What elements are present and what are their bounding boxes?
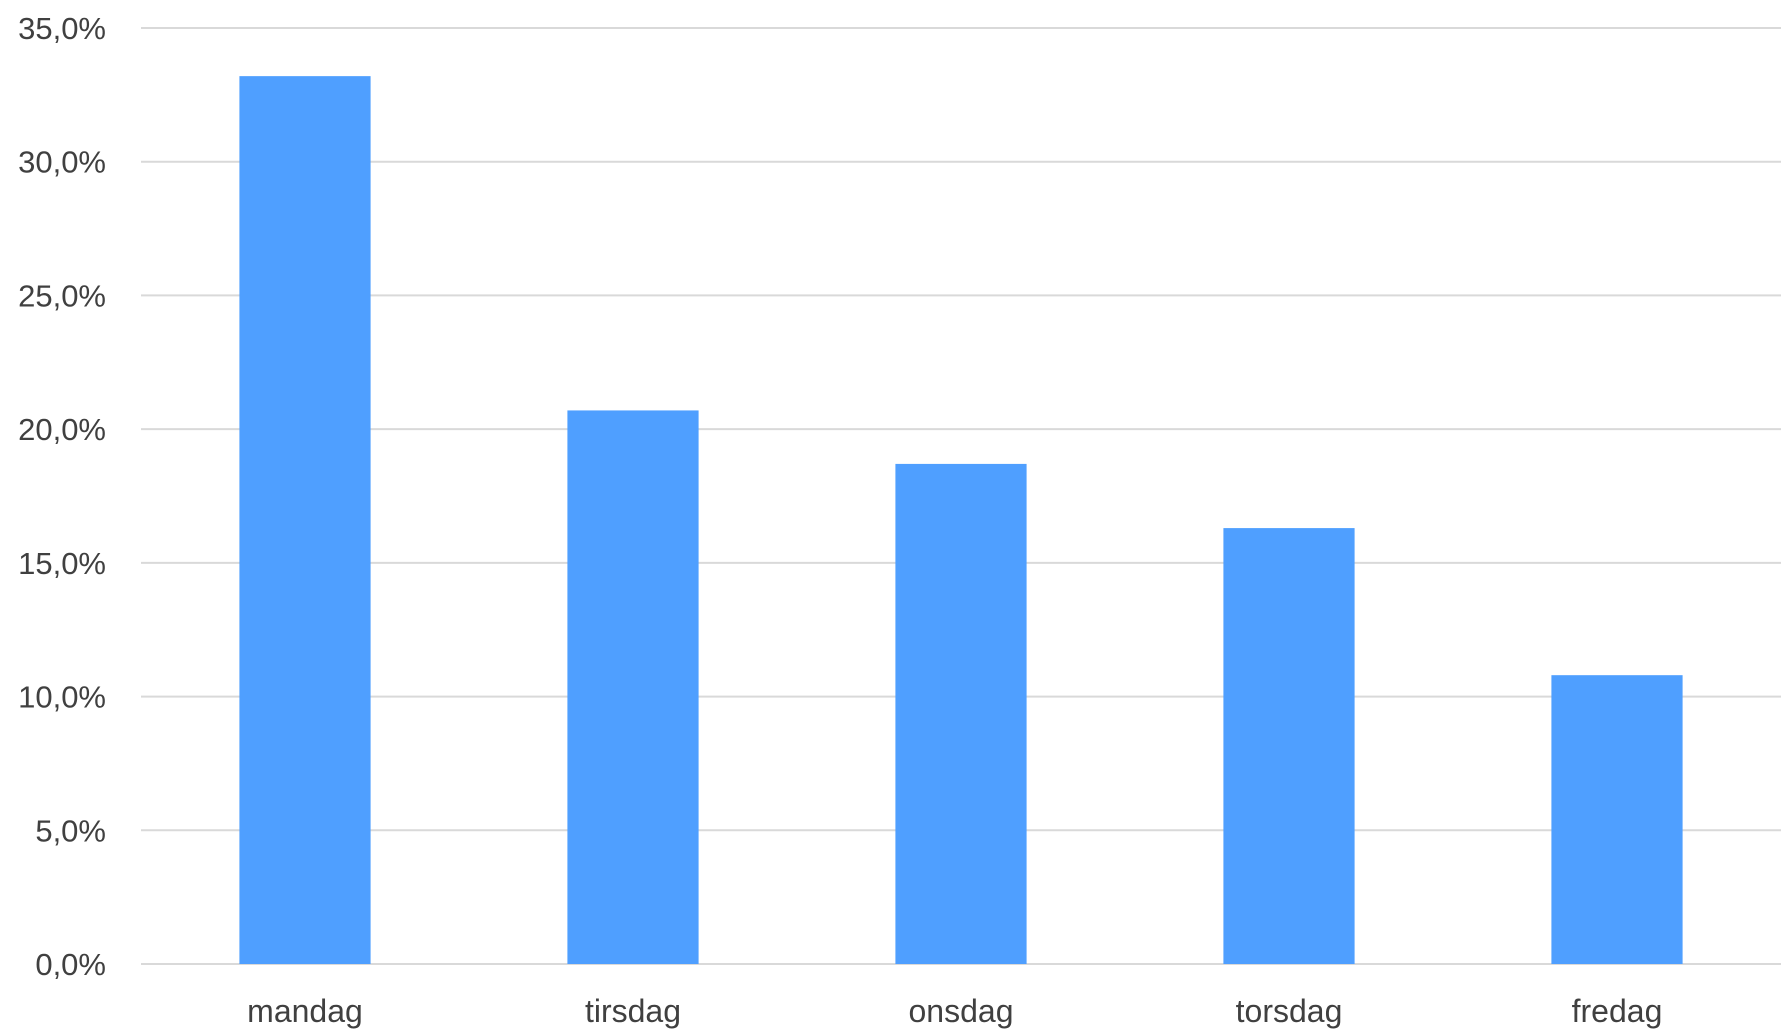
bar-fredag (1551, 675, 1683, 964)
bar-torsdag (1223, 528, 1355, 964)
y-axis-tick-labels: 0,0% 5,0% 10,0% 15,0% 20,0% 25,0% 30,0% 35,0% (18, 11, 106, 982)
bar-onsdag (895, 463, 1027, 964)
bar-mandag (239, 76, 371, 964)
y-tick-label: 0,0% (35, 947, 106, 982)
y-tick-label: 10,0% (18, 680, 106, 715)
x-tick-label-torsdag: torsdag (1236, 993, 1343, 1029)
x-tick-label-onsdag: onsdag (909, 993, 1014, 1029)
y-tick-label: 30,0% (18, 145, 106, 180)
bar-tirsdag (567, 410, 699, 964)
x-axis-category-labels: mandag tirsdag onsdag torsdag fredag (247, 993, 1662, 1029)
y-tick-label: 5,0% (35, 813, 106, 848)
x-tick-label-fredag: fredag (1572, 993, 1663, 1029)
y-tick-label: 20,0% (18, 412, 106, 447)
y-tick-label: 35,0% (18, 11, 106, 46)
bars (239, 76, 1683, 964)
x-tick-label-tirsdag: tirsdag (585, 993, 681, 1029)
x-tick-label-mandag: mandag (247, 993, 363, 1029)
y-tick-label: 25,0% (18, 278, 106, 313)
y-tick-label: 15,0% (18, 546, 106, 581)
